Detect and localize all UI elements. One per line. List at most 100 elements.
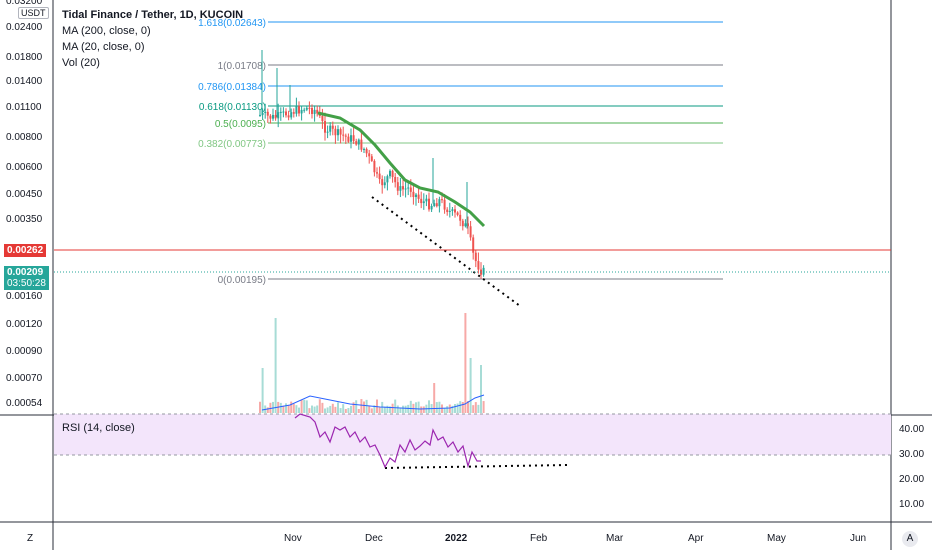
price-tick-label: 0.00600	[6, 162, 43, 173]
volume-bar	[394, 399, 397, 413]
volume-bar	[363, 401, 365, 413]
volume-bar	[386, 405, 389, 413]
candle-body	[420, 198, 423, 204]
volume-bar	[321, 402, 324, 413]
candle-body	[311, 108, 313, 114]
volume-bar	[373, 405, 376, 413]
candle-body	[266, 111, 269, 116]
candle-body	[285, 111, 287, 116]
price-tick-label: 0.00054	[6, 398, 43, 409]
time-tick-label: May	[767, 533, 786, 544]
candle-body	[287, 115, 290, 118]
time-tick-label: Apr	[688, 533, 704, 544]
volume-bar	[451, 405, 454, 413]
candle-body	[355, 141, 358, 145]
volume-bar	[347, 408, 350, 413]
volume-bar	[461, 401, 464, 413]
rsi-overbought-band	[54, 414, 891, 455]
price-tick-label: 0.00120	[6, 319, 43, 330]
candle-body	[417, 194, 420, 199]
volume-bar	[298, 407, 300, 413]
auto-scale-button[interactable]: A	[902, 531, 918, 547]
volume-bar	[433, 383, 436, 413]
volume-bar	[274, 318, 277, 413]
last-price-tag: 0.00209 03:50:28	[4, 266, 49, 290]
candle-body	[272, 114, 274, 119]
rsi-tick-label: 20.00	[899, 474, 924, 485]
candle-body	[308, 107, 311, 109]
quote-currency-badge[interactable]: USDT	[18, 7, 49, 19]
candle-body	[313, 109, 316, 114]
volume-bar	[292, 403, 295, 413]
candle-body	[441, 199, 443, 201]
candle-body	[368, 153, 371, 157]
price-tick-label: 0.00070	[6, 373, 43, 384]
volume-bar	[472, 405, 475, 413]
rsi-line	[294, 413, 481, 469]
candle-body	[391, 170, 394, 177]
candle-body	[316, 109, 319, 114]
time-tick-label: Mar	[606, 533, 624, 544]
candle-body	[363, 148, 365, 150]
legend-ma20[interactable]: MA (20, close, 0)	[62, 41, 145, 53]
volume-bar	[454, 404, 456, 413]
candle-body	[321, 116, 324, 122]
volume-bar	[477, 404, 480, 413]
candle-body	[446, 209, 449, 212]
candle-body	[360, 139, 363, 150]
legend-volume[interactable]: Vol (20)	[62, 57, 100, 69]
volume-bar	[438, 401, 441, 413]
candle-body	[415, 194, 417, 197]
volume-bar	[285, 403, 287, 413]
volume-bar	[279, 402, 282, 413]
rsi-legend[interactable]: RSI (14, close)	[62, 422, 135, 434]
time-tick-label: Feb	[530, 533, 548, 544]
candle-body	[365, 148, 368, 154]
legend-ma200[interactable]: MA (200, close, 0)	[62, 25, 151, 37]
rsi-tick-label: 40.00	[899, 424, 924, 435]
candle-body	[329, 125, 332, 132]
candle-body	[474, 252, 477, 262]
candle-body	[422, 201, 425, 204]
volume-bar	[272, 401, 274, 413]
candle-body	[482, 267, 485, 275]
price-trendline	[371, 196, 521, 307]
candle-body	[347, 136, 350, 142]
candlesticks	[259, 50, 485, 280]
timezone-button[interactable]: Z	[26, 533, 34, 544]
volume-bar	[422, 406, 425, 413]
fib-level-label: 0.618(0.01130)	[199, 102, 266, 113]
price-tick-label: 0.00450	[6, 189, 43, 200]
volume-bar	[266, 407, 269, 413]
axis-labels: 0.03200 0.02400 0.01800 0.01400 0.01100 0.008…	[6, 0, 924, 544]
candle-body	[464, 223, 467, 227]
candle-body	[412, 191, 415, 197]
volume-bar	[350, 405, 352, 413]
volume-bar	[269, 402, 272, 413]
candle-body	[386, 176, 389, 183]
volume-bar	[329, 405, 332, 413]
candle-body	[331, 125, 334, 129]
candle-body	[399, 186, 402, 191]
volume-bar	[467, 401, 469, 413]
volume-bar	[316, 405, 319, 413]
volume-bar	[331, 403, 334, 413]
volume-bar	[287, 405, 290, 413]
volume-bar	[311, 405, 313, 413]
price-tick-label: 0.01400	[6, 76, 43, 87]
volume-bar	[357, 408, 360, 413]
symbol-title[interactable]: Tidal Finance / Tether, 1D, KUCOIN	[62, 9, 244, 21]
volume-bar	[464, 313, 467, 413]
volume-bar	[435, 402, 438, 413]
volume-bar	[396, 405, 399, 413]
volume-bar	[295, 405, 298, 413]
price-tick-label: 0.00160	[6, 291, 43, 302]
volume-bar	[326, 407, 329, 413]
candle-body	[282, 111, 285, 113]
candle-body	[350, 135, 352, 142]
candle-body	[469, 226, 472, 238]
candle-body	[472, 237, 475, 253]
time-tick-label: Jun	[850, 533, 866, 544]
volume-bar	[404, 405, 407, 413]
